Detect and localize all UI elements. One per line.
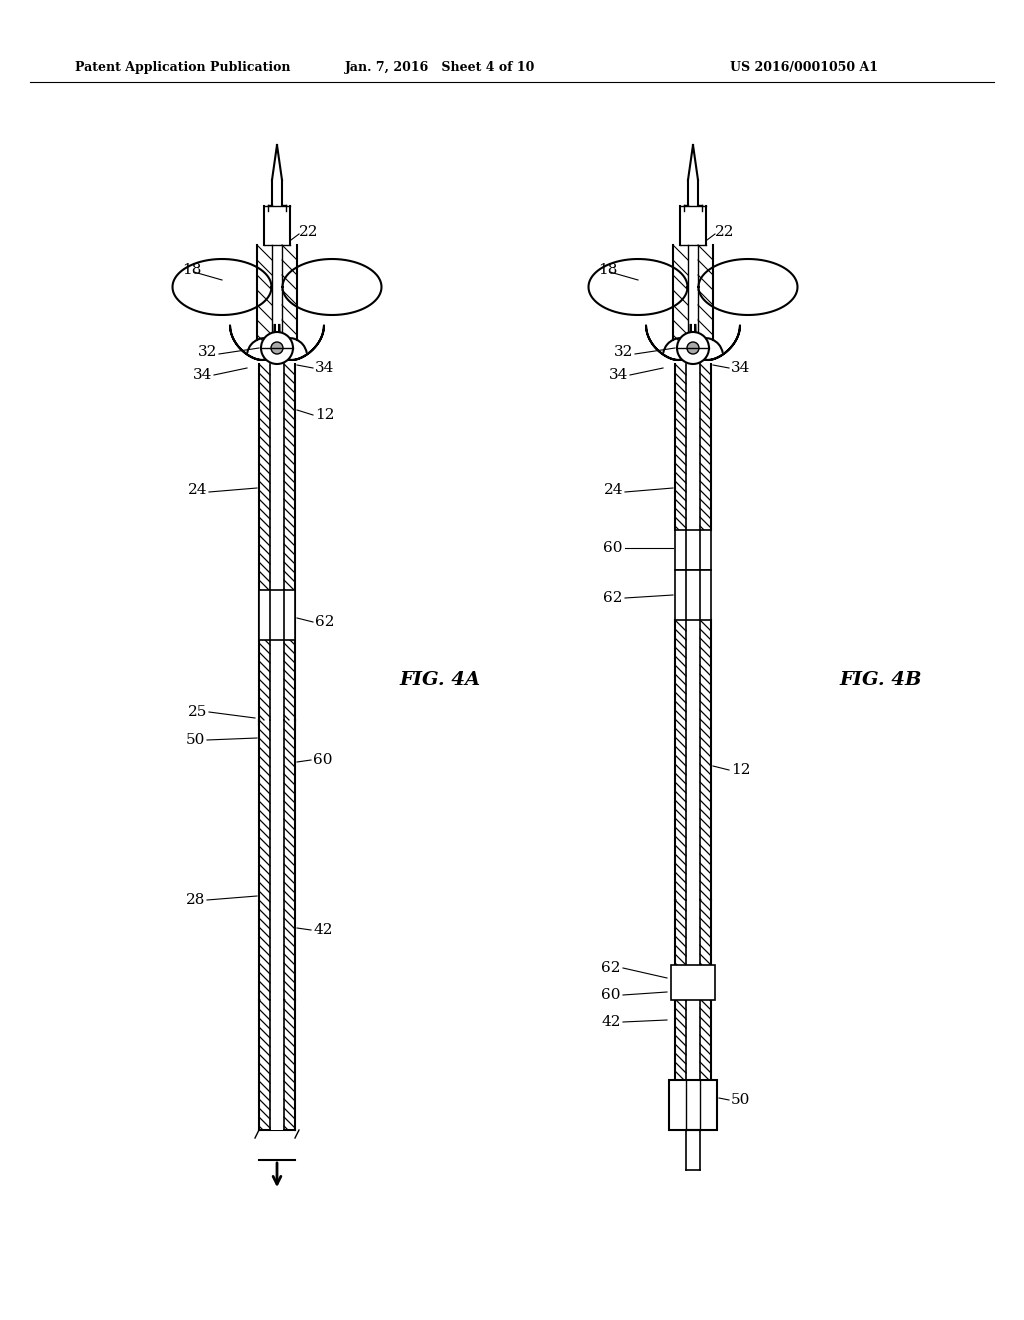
Text: 42: 42 — [313, 923, 333, 937]
Text: 18: 18 — [598, 263, 617, 277]
Text: 12: 12 — [315, 408, 335, 422]
Text: 50: 50 — [185, 733, 205, 747]
Bar — [687, 620, 699, 900]
Text: 24: 24 — [603, 483, 623, 498]
Bar — [259, 1001, 295, 1130]
Text: Patent Application Publication: Patent Application Publication — [75, 62, 291, 74]
Circle shape — [687, 342, 699, 354]
Text: 32: 32 — [613, 345, 633, 359]
Bar — [271, 719, 283, 1001]
Circle shape — [261, 333, 293, 364]
Bar — [259, 590, 295, 640]
Bar — [675, 900, 711, 1080]
Text: 22: 22 — [299, 224, 318, 239]
Bar — [675, 570, 711, 620]
Text: 32: 32 — [198, 345, 217, 359]
Text: 42: 42 — [601, 1015, 621, 1030]
Text: 24: 24 — [187, 483, 207, 498]
Text: Jan. 7, 2016   Sheet 4 of 10: Jan. 7, 2016 Sheet 4 of 10 — [345, 62, 536, 74]
Bar — [675, 364, 711, 531]
Text: 28: 28 — [185, 894, 205, 907]
Bar — [271, 364, 283, 719]
Text: US 2016/0001050 A1: US 2016/0001050 A1 — [730, 62, 878, 74]
Text: 62: 62 — [601, 961, 621, 975]
Circle shape — [271, 342, 283, 354]
Text: 50: 50 — [731, 1093, 751, 1107]
Text: 60: 60 — [313, 752, 333, 767]
Text: FIG. 4B: FIG. 4B — [840, 671, 923, 689]
Text: 34: 34 — [315, 360, 335, 375]
Bar — [259, 364, 295, 719]
Text: 34: 34 — [608, 368, 628, 381]
Text: FIG. 4A: FIG. 4A — [399, 671, 480, 689]
Circle shape — [677, 333, 709, 364]
Text: 62: 62 — [603, 591, 623, 605]
Text: 62: 62 — [315, 615, 335, 630]
Bar — [671, 965, 715, 1001]
Bar — [687, 364, 699, 531]
Text: 34: 34 — [193, 368, 212, 381]
Bar — [675, 531, 711, 570]
Text: 60: 60 — [603, 541, 623, 554]
Text: 18: 18 — [182, 263, 202, 277]
Bar — [271, 1001, 283, 1130]
Text: 34: 34 — [731, 360, 751, 375]
Text: 12: 12 — [731, 763, 751, 777]
Bar — [687, 900, 699, 1080]
Bar — [259, 719, 295, 1001]
Text: 60: 60 — [601, 987, 621, 1002]
Text: 25: 25 — [187, 705, 207, 719]
Bar — [675, 620, 711, 900]
Text: 22: 22 — [715, 224, 734, 239]
Bar — [669, 1080, 717, 1130]
